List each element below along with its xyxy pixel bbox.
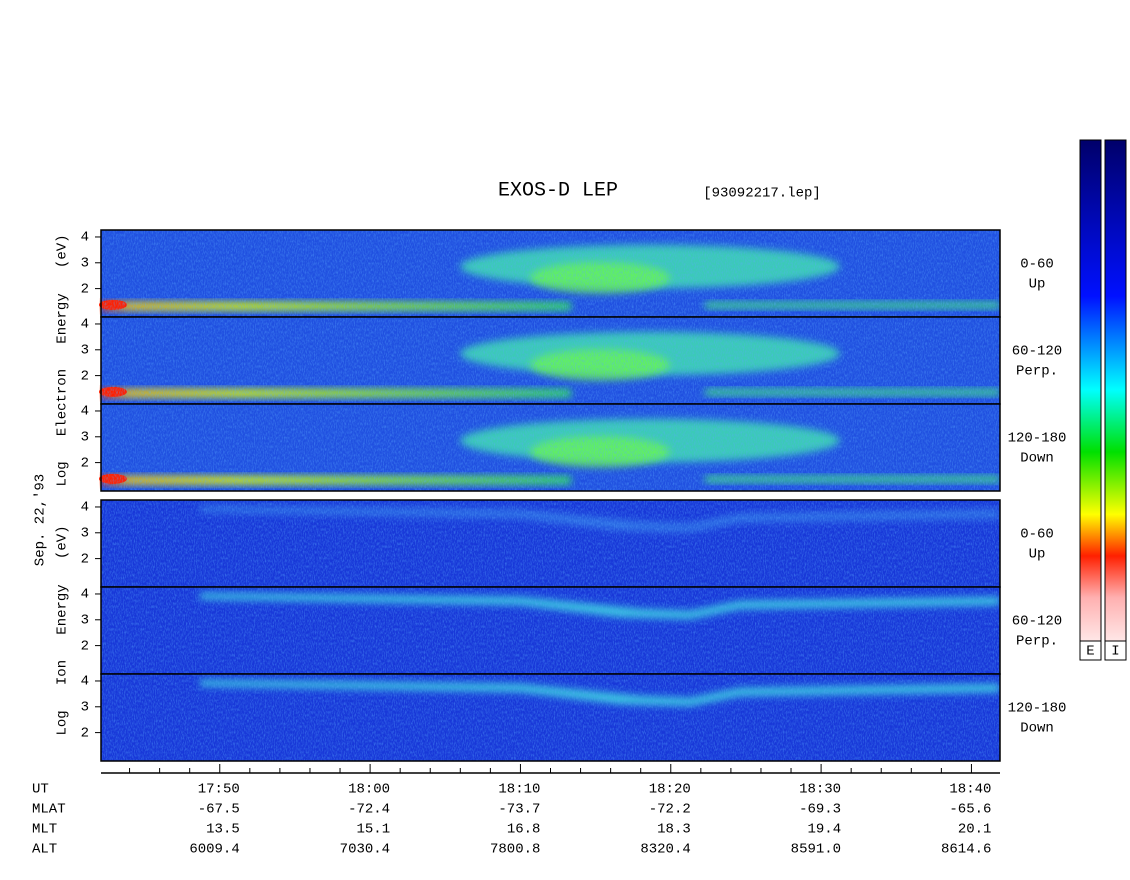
panel-noise bbox=[101, 587, 1000, 674]
panel-frame bbox=[100, 403, 1001, 492]
panel-noise bbox=[101, 404, 1000, 491]
spectrogram-panel: 2 3 4 bbox=[81, 316, 1001, 405]
y-tick-label: 2 bbox=[81, 638, 89, 654]
y-tick-label: 4 bbox=[81, 230, 89, 246]
y-tick-label: 4 bbox=[81, 500, 89, 516]
row-value: 18.3 bbox=[657, 822, 691, 838]
row-name: MLAT bbox=[32, 802, 66, 818]
panel-frame bbox=[100, 673, 1001, 762]
y-tick-label: 3 bbox=[81, 429, 89, 445]
y-tick-label: 4 bbox=[81, 587, 89, 603]
x-tick-label: 18:40 bbox=[949, 782, 991, 798]
row-value: 16.8 bbox=[507, 822, 541, 838]
y-tick-label: 3 bbox=[81, 699, 89, 715]
y-axis-label: Log Electron Energy (eV) bbox=[55, 234, 71, 486]
panel-label: Up bbox=[1029, 547, 1046, 563]
row-value: 6009.4 bbox=[189, 842, 239, 858]
row-value: -73.7 bbox=[498, 802, 540, 818]
y-tick-label: 3 bbox=[81, 525, 89, 541]
panel-label: Down bbox=[1020, 721, 1054, 737]
row-value: 8614.6 bbox=[941, 842, 991, 858]
panel-content bbox=[101, 674, 1000, 761]
spectrogram-panel: 2 3 4 bbox=[81, 229, 1001, 318]
x-tick-label: 18:10 bbox=[498, 782, 540, 798]
title: EXOS-D LEP bbox=[498, 179, 618, 202]
spectrogram-panel: 2 3 4 bbox=[81, 673, 1001, 762]
row-value: 8320.4 bbox=[640, 842, 690, 858]
file-name: [93092217.lep] bbox=[703, 186, 821, 202]
panel-label: 0-60 bbox=[1020, 527, 1054, 543]
y-tick-label: 3 bbox=[81, 612, 89, 628]
row-value: 15.1 bbox=[356, 822, 390, 838]
spectrogram-panel: 2 3 4 bbox=[81, 499, 1001, 588]
panel-noise bbox=[101, 674, 1000, 761]
panel-content bbox=[99, 230, 1000, 317]
y-tick-label: 2 bbox=[81, 455, 89, 471]
spectrogram-panel: 2 3 4 bbox=[81, 403, 1001, 492]
panel-label: Up bbox=[1029, 277, 1046, 293]
panel-label: 120-180 bbox=[1008, 701, 1067, 717]
panel-label: Perp. bbox=[1016, 634, 1058, 650]
panel-noise bbox=[101, 317, 1000, 404]
row-value: 8591.0 bbox=[791, 842, 841, 858]
x-tick-label: 18:20 bbox=[649, 782, 691, 798]
x-tick-label: 18:00 bbox=[348, 782, 390, 798]
panel-content bbox=[101, 587, 1000, 674]
x-tick-label: 18:30 bbox=[799, 782, 841, 798]
row-value: -69.3 bbox=[799, 802, 841, 818]
y-tick-label: 2 bbox=[81, 368, 89, 384]
y-tick-label: 2 bbox=[81, 281, 89, 297]
panel-noise bbox=[101, 230, 1000, 317]
panel-label: 120-180 bbox=[1008, 431, 1067, 447]
row-value: 13.5 bbox=[206, 822, 240, 838]
y-tick-label: 3 bbox=[81, 342, 89, 358]
y-tick-label: 2 bbox=[81, 551, 89, 567]
row-name: UT bbox=[32, 782, 49, 798]
y-axis-label: Log Ion Energy (eV) bbox=[55, 525, 71, 735]
row-value: 7800.8 bbox=[490, 842, 540, 858]
row-value: 7030.4 bbox=[340, 842, 390, 858]
panel-label: Down bbox=[1020, 451, 1054, 467]
panel-content bbox=[99, 404, 1000, 491]
row-value: -67.5 bbox=[198, 802, 240, 818]
y-tick-label: 4 bbox=[81, 674, 89, 690]
row-name: ALT bbox=[32, 842, 57, 858]
colorbar-label: E bbox=[1086, 644, 1094, 660]
panel-content bbox=[99, 317, 1000, 404]
y-tick-label: 4 bbox=[81, 404, 89, 420]
date-label: Sep. 22,'93 bbox=[33, 474, 49, 566]
y-tick-label: 2 bbox=[81, 725, 89, 741]
row-value: -72.2 bbox=[649, 802, 691, 818]
colorbar-label: I bbox=[1111, 644, 1119, 660]
x-tick-label: 17:50 bbox=[198, 782, 240, 798]
row-name: MLT bbox=[32, 822, 57, 838]
panel-content bbox=[101, 500, 1000, 587]
panel-noise bbox=[101, 500, 1000, 587]
spectrogram-panel: 2 3 4 bbox=[81, 586, 1001, 675]
panel-label: 0-60 bbox=[1020, 257, 1054, 273]
y-tick-label: 4 bbox=[81, 317, 89, 333]
panel-label: 60-120 bbox=[1012, 344, 1062, 360]
panel-label: Perp. bbox=[1016, 364, 1058, 380]
panel-label: 60-120 bbox=[1012, 614, 1062, 630]
row-value: -72.4 bbox=[348, 802, 390, 818]
row-value: 20.1 bbox=[958, 822, 992, 838]
row-value: -65.6 bbox=[949, 802, 991, 818]
row-value: 19.4 bbox=[807, 822, 841, 838]
y-tick-label: 3 bbox=[81, 255, 89, 271]
